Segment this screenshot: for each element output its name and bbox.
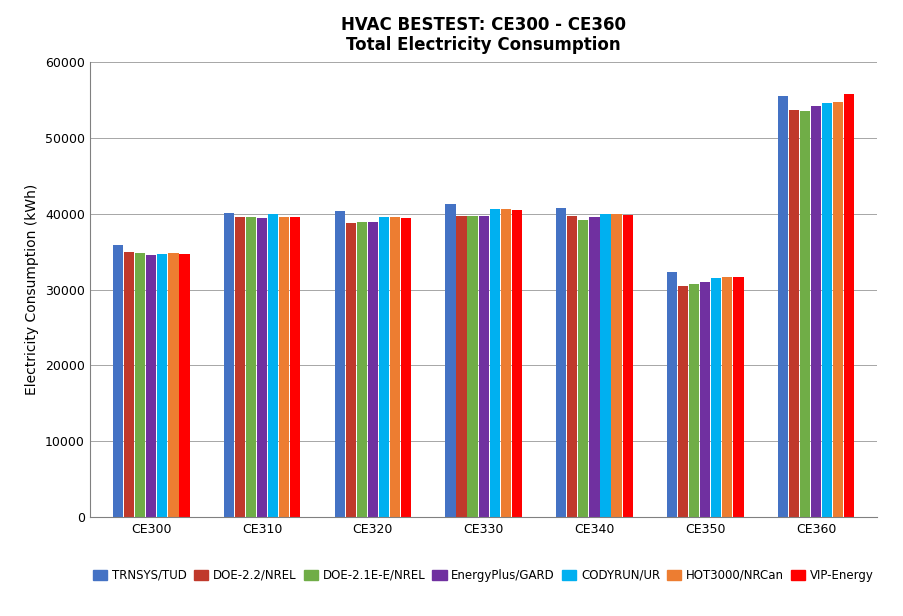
Bar (500, 209, 510, 517)
Y-axis label: Electricity Consumption (kWh): Electricity Consumption (kWh) (25, 184, 39, 395)
Bar (157, 254, 167, 517)
Bar (279, 217, 289, 517)
Bar (787, 110, 798, 517)
Bar (610, 214, 621, 517)
Bar (456, 216, 466, 517)
Bar (401, 218, 411, 517)
Bar (622, 215, 632, 517)
Bar (268, 214, 278, 517)
Bar (578, 220, 588, 517)
Bar (445, 205, 455, 517)
Bar (180, 254, 190, 517)
Bar (368, 222, 377, 517)
Bar (688, 284, 698, 517)
Bar (677, 286, 687, 517)
Bar (511, 209, 521, 517)
Bar (246, 217, 256, 517)
Bar (124, 251, 135, 517)
Bar (334, 211, 344, 517)
Bar (467, 216, 477, 517)
Legend: TRNSYS/TUD, DOE-2.2/NREL, DOE-2.1E-E/NREL, EnergyPlus/GARD, CODYRUN/UR, HOT3000/: TRNSYS/TUD, DOE-2.2/NREL, DOE-2.1E-E/NRE… (93, 569, 873, 582)
Bar (600, 214, 610, 517)
Bar (832, 102, 842, 517)
Bar (389, 217, 400, 517)
Bar (555, 208, 565, 517)
Bar (799, 111, 809, 517)
Bar (478, 216, 489, 517)
Bar (256, 218, 267, 517)
Bar (489, 209, 499, 517)
Bar (290, 217, 300, 517)
Bar (843, 94, 853, 517)
Bar (777, 95, 787, 517)
Bar (699, 282, 710, 517)
Bar (666, 272, 676, 517)
Bar (711, 278, 721, 517)
Bar (113, 245, 123, 517)
Bar (235, 217, 245, 517)
Bar (168, 253, 179, 517)
Bar (732, 277, 742, 517)
Bar (135, 253, 145, 517)
Bar (566, 216, 577, 517)
Bar (589, 217, 599, 517)
Bar (357, 222, 367, 517)
Title: HVAC BESTEST: CE300 - CE360
Total Electricity Consumption: HVAC BESTEST: CE300 - CE360 Total Electr… (340, 15, 626, 54)
Bar (810, 107, 820, 517)
Bar (224, 213, 234, 517)
Bar (821, 103, 831, 517)
Bar (146, 254, 156, 517)
Bar (378, 217, 388, 517)
Bar (345, 224, 356, 517)
Bar (721, 277, 731, 517)
